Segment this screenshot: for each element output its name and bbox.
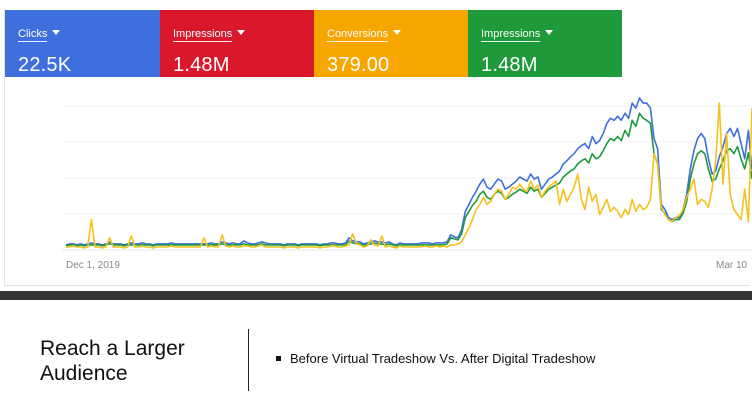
series-line-1: [65, 97, 752, 246]
series-line-2: [65, 112, 752, 247]
dropdown-caret-icon[interactable]: [393, 30, 402, 35]
metric-tab-clicks[interactable]: Clicks 22.5K: [5, 10, 160, 77]
series-line-3: [66, 102, 752, 249]
metric-tab-impressions[interactable]: Impressions 1.48M: [160, 10, 314, 77]
metric-value-impressions-2: 1.48M: [481, 54, 538, 76]
vertical-divider: [248, 329, 249, 391]
metric-label-impressions-2[interactable]: Impressions: [481, 28, 541, 42]
x-axis-end-label: Mar 10: [716, 260, 748, 271]
dashboard-frame: [4, 8, 750, 286]
dropdown-caret-icon[interactable]: [237, 30, 246, 35]
slide-title: Reach a Larger Audience: [40, 337, 185, 385]
metric-label-conversions[interactable]: Conversions: [327, 28, 389, 42]
metric-value-clicks: 22.5K: [18, 54, 72, 76]
metric-value-impressions: 1.48M: [173, 54, 230, 76]
metric-tab-conversions[interactable]: Conversions 379.00: [314, 10, 468, 77]
bullet-square-icon: [276, 356, 281, 361]
metric-label-clicks[interactable]: Clicks: [18, 28, 48, 42]
video-divider-bar: [0, 291, 752, 300]
dropdown-caret-icon[interactable]: [545, 30, 554, 35]
x-axis-start-label: Dec 1, 2019: [66, 260, 120, 271]
analytics-dashboard: Clicks 22.5K Impressions 1.48M Conversio…: [4, 8, 752, 286]
bullet-point: Before Virtual Tradeshow Vs. After Digit…: [276, 351, 595, 366]
metric-tab-impressions-2[interactable]: Impressions 1.48M: [468, 10, 622, 77]
presentation-slide: Reach a Larger Audience Before Virtual T…: [0, 300, 752, 409]
line-chart: Dec 1, 2019 Mar 10: [62, 97, 752, 271]
bullet-text: Before Virtual Tradeshow Vs. After Digit…: [290, 351, 596, 366]
dropdown-caret-icon[interactable]: [52, 30, 61, 35]
metric-label-impressions[interactable]: Impressions: [173, 28, 233, 42]
metric-value-conversions: 379.00: [327, 54, 390, 76]
